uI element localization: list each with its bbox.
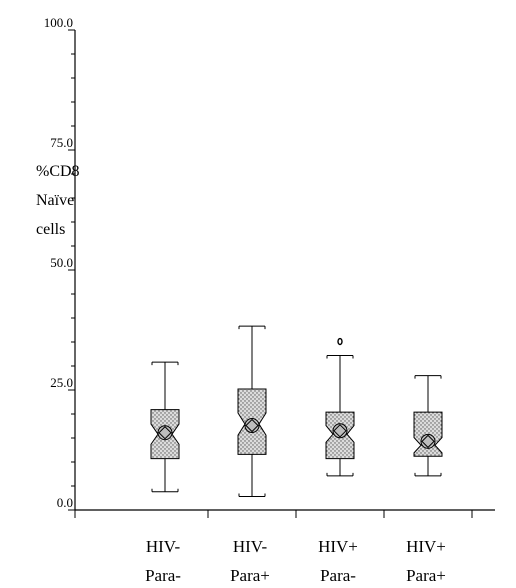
category-label-3-line-1: HIV+ bbox=[318, 537, 358, 556]
category-label-1-line-1: HIV- bbox=[146, 537, 181, 556]
category-label-4-line-1: HIV+ bbox=[406, 537, 446, 556]
box-1 bbox=[150, 361, 180, 493]
y-tick-label-2: 50.0 bbox=[50, 255, 73, 270]
y-tick-label-0: 0.0 bbox=[57, 495, 73, 510]
category-label-2-line-1: HIV- bbox=[233, 537, 268, 556]
mean-marker bbox=[244, 418, 260, 434]
box-2 bbox=[237, 325, 267, 498]
y-axis-label-line-1: %CD8 bbox=[36, 163, 80, 180]
box-3 bbox=[325, 337, 355, 477]
mean-marker bbox=[420, 433, 436, 449]
y-tick-label-4: 100.0 bbox=[44, 15, 73, 30]
x-tick-labels: HIV- Para- HIV- Para+ HIV+ Para- HIV+ Para+ bbox=[145, 537, 446, 585]
box-4 bbox=[413, 375, 443, 477]
mean-marker bbox=[332, 423, 348, 439]
mean-diamond bbox=[245, 418, 259, 433]
boxes bbox=[150, 325, 443, 498]
category-label-3-line-2: Para- bbox=[320, 566, 356, 585]
y-tick-label-1: 25.0 bbox=[50, 375, 73, 390]
mean-diamond bbox=[158, 426, 172, 440]
category-label-1-line-2: Para- bbox=[145, 566, 181, 585]
mean-diamond bbox=[333, 424, 347, 438]
outlier-point-0 bbox=[337, 337, 343, 346]
y-axis-label-line-2: Naïve bbox=[36, 192, 74, 209]
axes: 0.0 25.0 50.0 75.0 100.0 bbox=[44, 15, 495, 518]
y-axis-label-line-3: cells bbox=[36, 221, 65, 238]
category-label-4-line-2: Para+ bbox=[406, 566, 446, 585]
mean-diamond bbox=[421, 434, 435, 449]
category-label-2-line-2: Para+ bbox=[230, 566, 270, 585]
mean-marker bbox=[157, 425, 173, 441]
y-tick-label-3: 75.0 bbox=[50, 135, 73, 150]
